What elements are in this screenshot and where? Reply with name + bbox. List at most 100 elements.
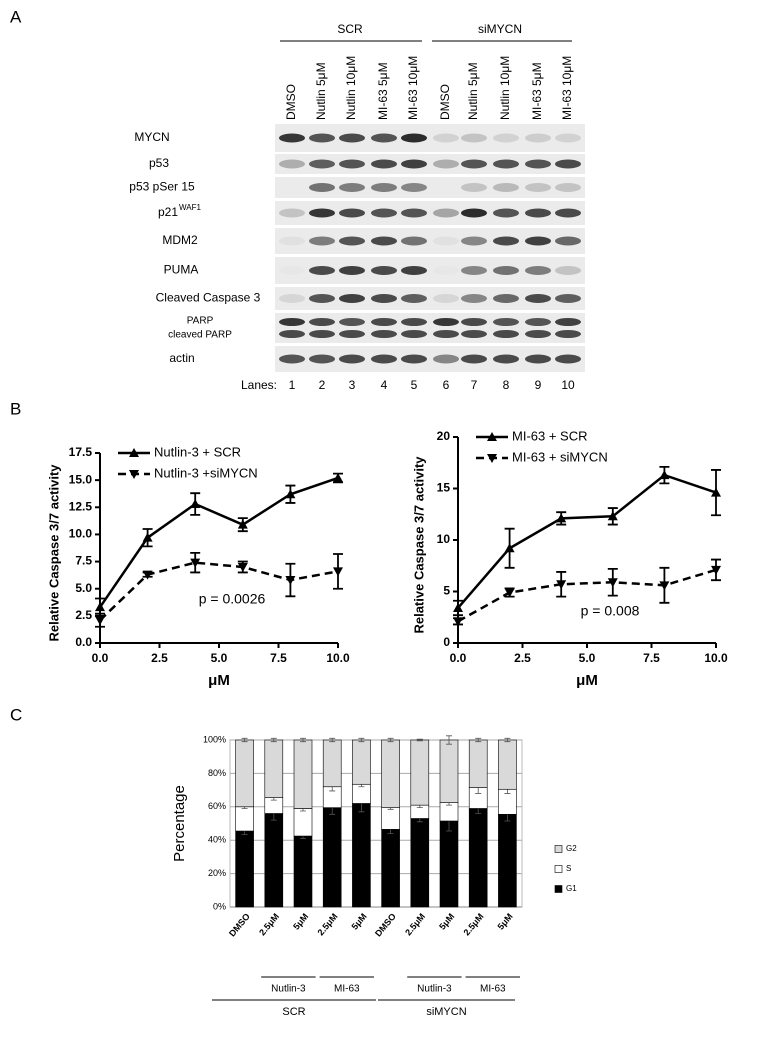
error-bar [504, 737, 511, 743]
x-tick-label: 5μM [350, 911, 369, 931]
blot-band [371, 159, 397, 169]
group-label: Nutlin-3 [271, 984, 306, 995]
error-bar [358, 737, 365, 743]
y-tick-label: 17.5 [69, 445, 93, 459]
blot-band [401, 236, 427, 246]
group-label: MI-63 [480, 984, 506, 995]
y-tick-label: 60% [208, 801, 226, 811]
x-tick-label: 2.5μM [403, 911, 427, 937]
bar-segment [468, 739, 488, 788]
lane-number: 5 [411, 378, 418, 392]
row-label: PUMA [164, 263, 199, 277]
blot-band [309, 236, 335, 246]
blot-band [525, 236, 551, 246]
blot-band [525, 183, 551, 192]
group-label: SCR [282, 1006, 305, 1018]
blot-band [279, 294, 305, 303]
bar-segment [439, 820, 459, 908]
blot-band [279, 330, 305, 338]
blot-band [339, 133, 365, 143]
blot-band [493, 208, 519, 218]
blot-band [525, 294, 551, 303]
blot-band [309, 354, 335, 364]
bar-segment [439, 739, 459, 803]
bar-segment [498, 739, 517, 790]
blot-band [401, 133, 427, 143]
blot-band [309, 208, 335, 218]
lane-label: DMSO [438, 84, 452, 120]
marker [453, 602, 463, 612]
bar-segment [381, 807, 400, 830]
lane-number: 8 [503, 378, 510, 392]
blot-band [371, 236, 397, 246]
marker [333, 567, 343, 577]
y-tick-label: 10.0 [69, 527, 93, 541]
bar-segment [322, 739, 342, 788]
blot-band [433, 159, 459, 169]
group-label: siMYCN [478, 22, 522, 36]
blot-band [339, 236, 365, 246]
blot-band [279, 236, 305, 246]
blot-band [555, 133, 581, 143]
marker [607, 578, 618, 588]
blot-band [433, 208, 459, 218]
error-bar [387, 737, 394, 743]
blot-band [371, 318, 397, 326]
blot-band [371, 266, 397, 275]
legend-label: Nutlin-3 + SCR [154, 444, 241, 459]
blot-band [309, 183, 335, 192]
legend-label: Nutlin-3 +siMYCN [154, 465, 258, 480]
blot-band [433, 236, 459, 246]
blot-band [401, 330, 427, 338]
marker [237, 563, 248, 572]
blot-band [493, 159, 519, 169]
blot-band [401, 354, 427, 364]
blot-band [371, 183, 397, 192]
blot-band [461, 133, 487, 143]
legend-marker [487, 454, 497, 463]
blot-band [309, 159, 335, 169]
lane-number: 9 [535, 378, 542, 392]
blot-band [279, 354, 305, 364]
y-tick-label: 12.5 [69, 499, 93, 513]
blot-band [433, 354, 459, 364]
x-tick-label: 5μM [291, 911, 310, 931]
bar-segment [293, 835, 313, 908]
blot-band [525, 159, 551, 169]
panel-label: B [10, 399, 21, 418]
legend-marker [129, 470, 139, 479]
marker [504, 543, 515, 553]
blot-band [371, 133, 397, 143]
series-line [98, 476, 339, 608]
x-tick-label: DMSO [227, 911, 252, 938]
blot-band [461, 294, 487, 303]
error-bar [446, 735, 452, 745]
marker [711, 487, 721, 497]
blot-band [525, 330, 551, 338]
row-label: cleaved PARP [168, 330, 232, 341]
marker [95, 616, 105, 626]
error-bar [329, 737, 336, 743]
error-bar [300, 737, 306, 743]
bar-segment [264, 813, 284, 908]
blot-band [555, 208, 581, 218]
x-tick-label: 10.0 [704, 651, 728, 665]
blot-band [309, 133, 335, 143]
blot-strip [275, 177, 585, 198]
blot-band [279, 133, 305, 143]
x-tick-label: 2.5μM [257, 911, 281, 937]
marker [333, 472, 343, 482]
marker [659, 470, 670, 480]
bar-segment [235, 830, 254, 908]
bar-segment [381, 739, 400, 808]
blot-band [309, 266, 335, 275]
legend-label: G1 [566, 884, 577, 893]
y-axis-label: Relative Caspase 3/7 activity [46, 464, 61, 642]
blot-band [555, 159, 581, 169]
lane-label: MI-63 10μM [406, 56, 420, 120]
blot-band [461, 266, 487, 275]
lane-label: Nutlin 5μM [314, 62, 328, 120]
x-tick-label: 5.0 [579, 651, 596, 665]
marker [190, 558, 201, 568]
